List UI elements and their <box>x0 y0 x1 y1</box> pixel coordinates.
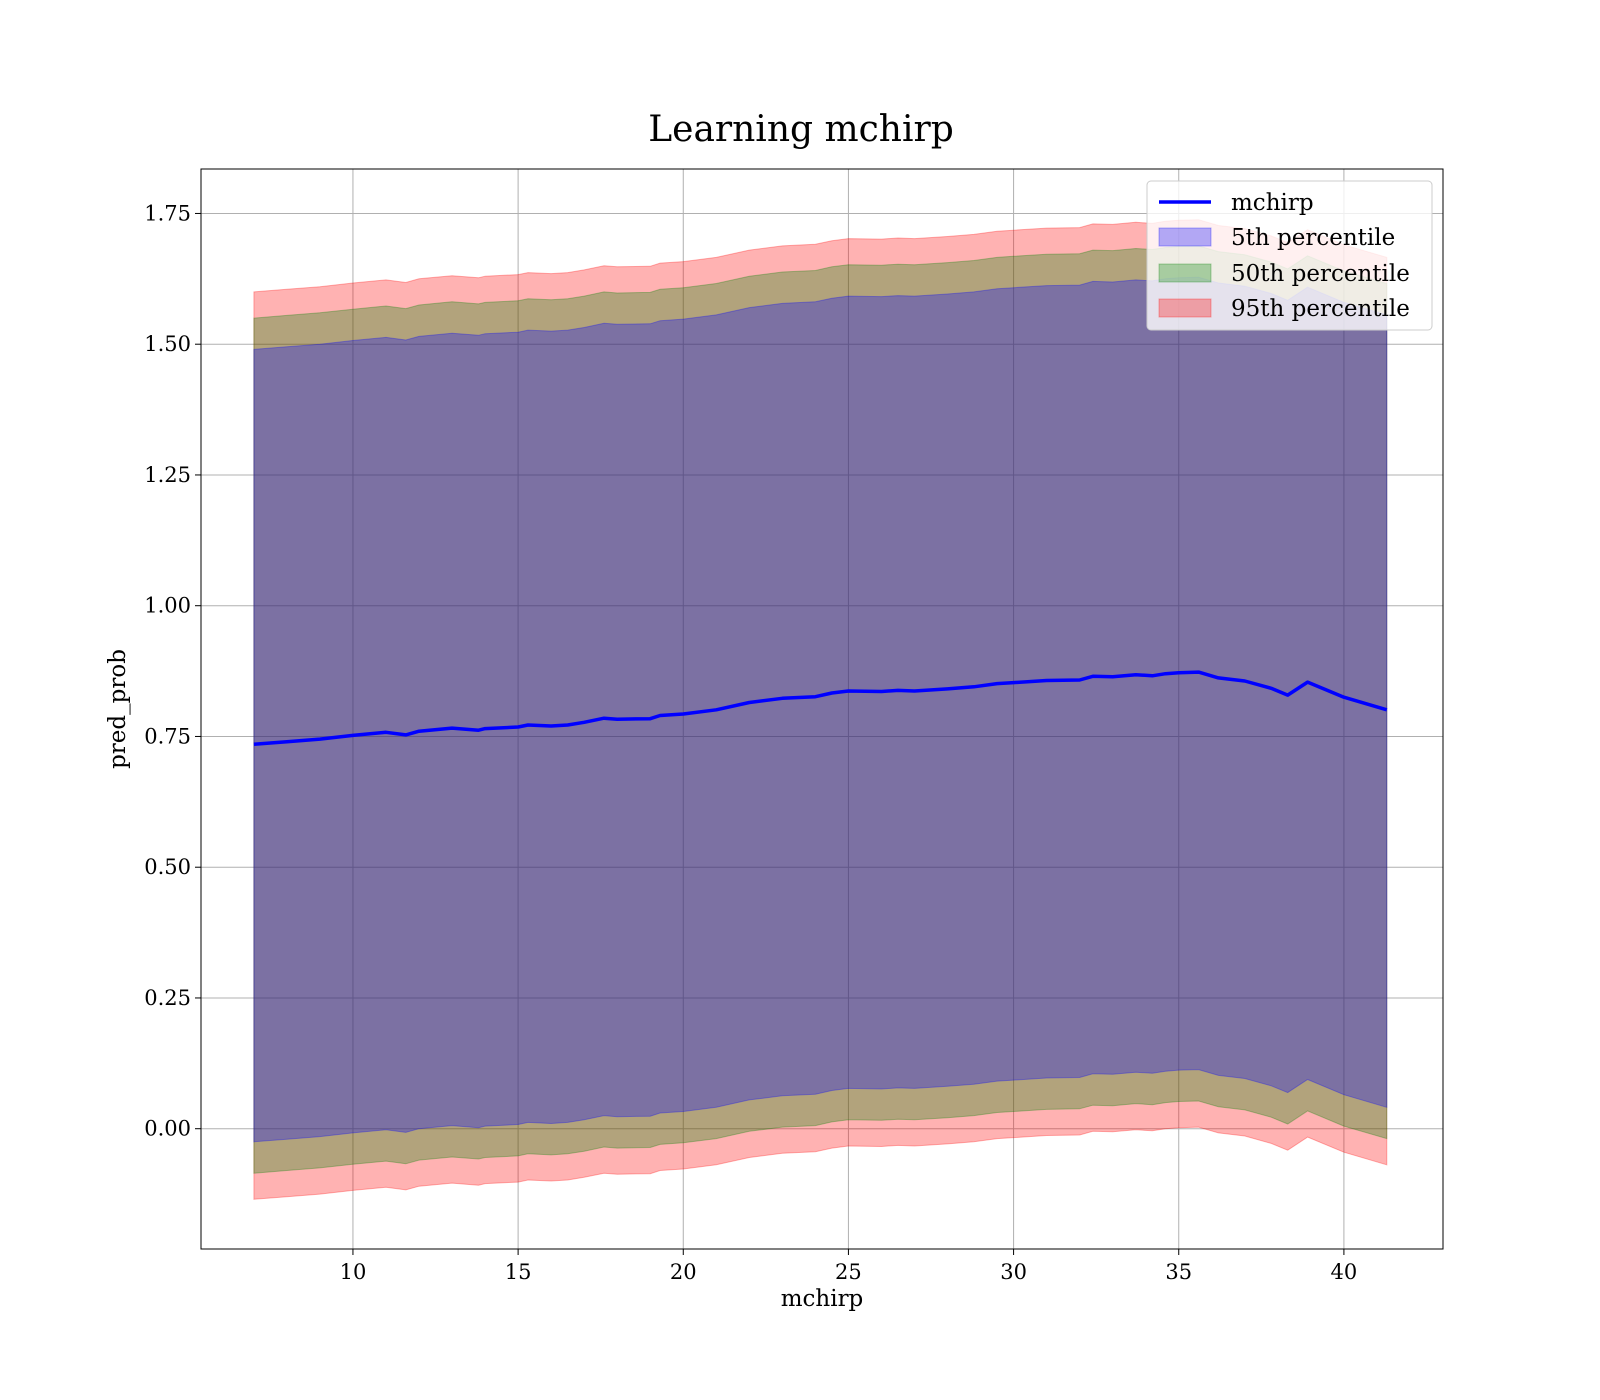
legend-label-5th-percentile: 5th percentile <box>1231 225 1395 251</box>
y-tick-label-1.50: 1.50 <box>144 332 191 356</box>
legend-frame <box>1146 180 1433 331</box>
y-tick-label-1.25: 1.25 <box>144 463 191 487</box>
legend-swatch-95th-percentile <box>1158 298 1212 318</box>
band-50th-percentile <box>253 245 1388 1174</box>
y-tick-label-0.75: 0.75 <box>144 724 191 748</box>
y-axis-ticks: 0.00 0.25 0.50 0.75 1.00 1.25 1.50 1.75 <box>144 201 201 1141</box>
chart-title: Learning mchirp <box>648 109 954 150</box>
percentile-bands <box>253 219 1388 1200</box>
y-tick-label-1.75: 1.75 <box>144 201 191 225</box>
y-tick-label-0.25: 0.25 <box>144 986 191 1010</box>
legend-label-50th-percentile: 50th percentile <box>1231 261 1410 287</box>
x-tick-label-40: 40 <box>1331 1260 1358 1284</box>
legend-swatch-5th-percentile <box>1158 227 1212 247</box>
x-tick-label-20: 20 <box>670 1260 697 1284</box>
grid-lines <box>201 169 1443 1249</box>
band-5th-percentile <box>253 276 1388 1143</box>
x-axis-ticks: 10 15 20 25 30 35 40 <box>340 1249 1358 1284</box>
x-tick-label-25: 25 <box>835 1260 862 1284</box>
x-axis-label: mchirp <box>781 1286 864 1312</box>
plot-frame <box>200 168 1444 1250</box>
x-tick-label-30: 30 <box>1000 1260 1027 1284</box>
legend: mchirp 5th percentile 50th percentile 95th … <box>1146 180 1433 331</box>
legend-label-95th-percentile: 95th percentile <box>1231 296 1410 322</box>
x-tick-label-10: 10 <box>340 1260 367 1284</box>
y-axis-label: pred_prob <box>105 649 131 769</box>
y-tick-label-0.00: 0.00 <box>144 1117 191 1141</box>
x-tick-label-15: 15 <box>505 1260 532 1284</box>
series-line-mchirp <box>253 670 1388 747</box>
band-95th-percentile <box>253 219 1388 1200</box>
legend-label-mchirp: mchirp <box>1231 190 1314 216</box>
legend-swatch-50th-percentile <box>1158 263 1212 283</box>
y-tick-label-1.00: 1.00 <box>144 594 191 618</box>
x-tick-label-35: 35 <box>1165 1260 1192 1284</box>
y-tick-label-0.50: 0.50 <box>144 855 191 879</box>
mchirp-series <box>253 670 1388 747</box>
